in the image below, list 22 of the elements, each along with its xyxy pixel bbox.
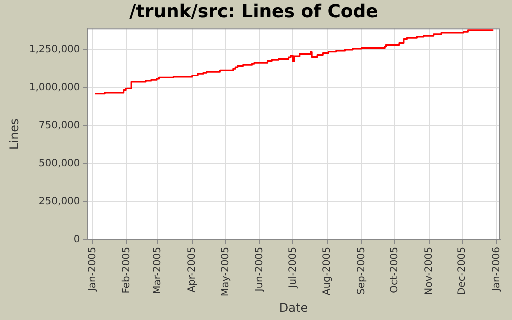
- x-tick-label: Jan-2006: [492, 247, 503, 293]
- y-tick-label: 0: [74, 234, 80, 246]
- x-tick-label: Sep-2005: [356, 247, 368, 295]
- y-axis-title: Lines: [7, 118, 22, 150]
- x-tick-label: May-2005: [220, 247, 232, 297]
- x-tick-label: Dec-2005: [457, 247, 468, 296]
- x-tick-label: Feb-2005: [122, 247, 133, 294]
- y-tick-label: 250,000: [38, 196, 80, 208]
- x-tick-label: Oct-2005: [390, 247, 401, 294]
- x-tick-label: Jan-2005: [87, 247, 98, 293]
- x-axis-title: Date: [279, 300, 308, 315]
- x-tick-label: Nov-2005: [424, 247, 435, 296]
- x-tick-label: Mar-2005: [152, 247, 164, 294]
- chart-title: /trunk/src: Lines of Code: [130, 1, 378, 22]
- y-tick-label: 1,250,000: [29, 44, 80, 56]
- y-tick-label: 500,000: [38, 158, 80, 170]
- y-tick-label: 750,000: [38, 120, 80, 132]
- y-tick-label: 1,000,000: [29, 82, 80, 94]
- x-tick-label: Aug-2005: [322, 247, 334, 296]
- x-tick-label: Jun-2005: [254, 247, 266, 293]
- x-tick-label: Apr-2005: [187, 247, 198, 293]
- x-tick-label: Jul-2005: [288, 247, 299, 290]
